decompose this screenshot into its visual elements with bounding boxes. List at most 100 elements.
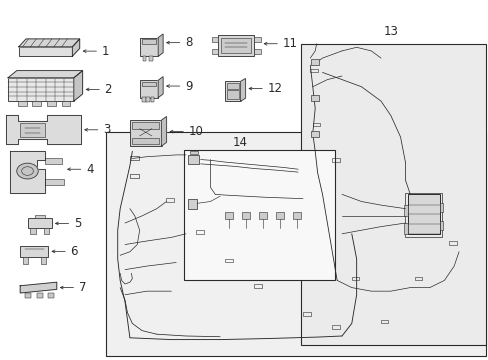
Bar: [217, 35, 254, 56]
Bar: [166, 198, 174, 202]
Text: 7: 7: [79, 281, 86, 294]
Bar: [293, 212, 301, 220]
Polygon shape: [158, 77, 163, 98]
Bar: [276, 212, 284, 220]
Bar: [331, 325, 339, 329]
Bar: [407, 194, 439, 234]
Bar: [311, 95, 318, 101]
Bar: [311, 59, 318, 65]
Text: 1: 1: [102, 45, 109, 58]
Bar: [303, 312, 310, 316]
Bar: [439, 221, 443, 230]
Bar: [130, 156, 139, 160]
Bar: [183, 149, 334, 280]
Bar: [37, 293, 43, 298]
Bar: [142, 97, 145, 102]
Bar: [142, 82, 156, 86]
Circle shape: [17, 163, 38, 179]
Bar: [195, 230, 203, 234]
Bar: [224, 212, 232, 220]
Bar: [351, 277, 358, 280]
Bar: [380, 320, 387, 323]
Bar: [142, 39, 156, 44]
Bar: [47, 101, 56, 107]
Polygon shape: [19, 39, 80, 47]
Bar: [311, 131, 318, 137]
Bar: [259, 212, 266, 220]
Bar: [140, 80, 158, 98]
Bar: [254, 284, 262, 288]
Text: 10: 10: [188, 125, 203, 138]
Text: 3: 3: [103, 123, 110, 136]
Bar: [404, 205, 407, 216]
Text: 5: 5: [74, 217, 81, 230]
Text: 2: 2: [104, 83, 112, 96]
Bar: [146, 97, 150, 102]
Bar: [300, 44, 485, 345]
Bar: [143, 56, 146, 60]
Bar: [132, 138, 159, 144]
Polygon shape: [72, 39, 80, 56]
Bar: [8, 78, 74, 101]
Bar: [414, 277, 422, 280]
Bar: [312, 123, 320, 126]
Bar: [310, 69, 317, 72]
Bar: [43, 228, 49, 234]
Text: 4: 4: [86, 163, 93, 176]
Bar: [130, 174, 139, 178]
Bar: [105, 132, 485, 356]
Bar: [130, 120, 161, 146]
Polygon shape: [161, 117, 166, 146]
Bar: [226, 83, 238, 89]
Bar: [189, 150, 197, 154]
Bar: [448, 241, 456, 244]
Bar: [439, 203, 443, 212]
Bar: [226, 90, 238, 99]
Text: 14: 14: [232, 136, 247, 149]
Bar: [405, 193, 441, 237]
Text: 8: 8: [184, 36, 192, 49]
Bar: [30, 228, 36, 234]
Bar: [242, 212, 249, 220]
Bar: [35, 215, 44, 219]
Bar: [25, 293, 31, 298]
Bar: [224, 81, 240, 101]
Bar: [220, 38, 251, 53]
Bar: [254, 37, 260, 42]
Bar: [20, 246, 48, 257]
Bar: [41, 257, 46, 264]
Polygon shape: [158, 34, 163, 56]
Bar: [22, 257, 27, 264]
Bar: [48, 293, 54, 298]
Bar: [44, 179, 64, 185]
Bar: [19, 47, 72, 56]
Bar: [211, 37, 218, 42]
Bar: [331, 158, 339, 162]
Bar: [211, 49, 218, 54]
Text: 12: 12: [267, 82, 282, 95]
Text: 11: 11: [282, 37, 297, 50]
Bar: [32, 101, 41, 107]
Polygon shape: [5, 116, 81, 144]
Bar: [149, 56, 153, 60]
Text: 13: 13: [383, 25, 398, 38]
Bar: [61, 101, 70, 107]
Bar: [151, 97, 154, 102]
Bar: [254, 49, 260, 54]
Polygon shape: [8, 71, 82, 78]
Bar: [140, 38, 158, 56]
Polygon shape: [74, 71, 82, 101]
Text: 6: 6: [70, 245, 78, 258]
Bar: [20, 123, 44, 137]
Polygon shape: [240, 78, 245, 101]
Bar: [188, 199, 197, 209]
Bar: [188, 155, 199, 164]
Bar: [44, 158, 61, 164]
Bar: [404, 223, 407, 234]
Bar: [27, 219, 52, 228]
Bar: [18, 101, 26, 107]
Bar: [132, 122, 159, 129]
Polygon shape: [10, 151, 44, 193]
Text: 9: 9: [184, 80, 192, 93]
Bar: [224, 258, 232, 262]
